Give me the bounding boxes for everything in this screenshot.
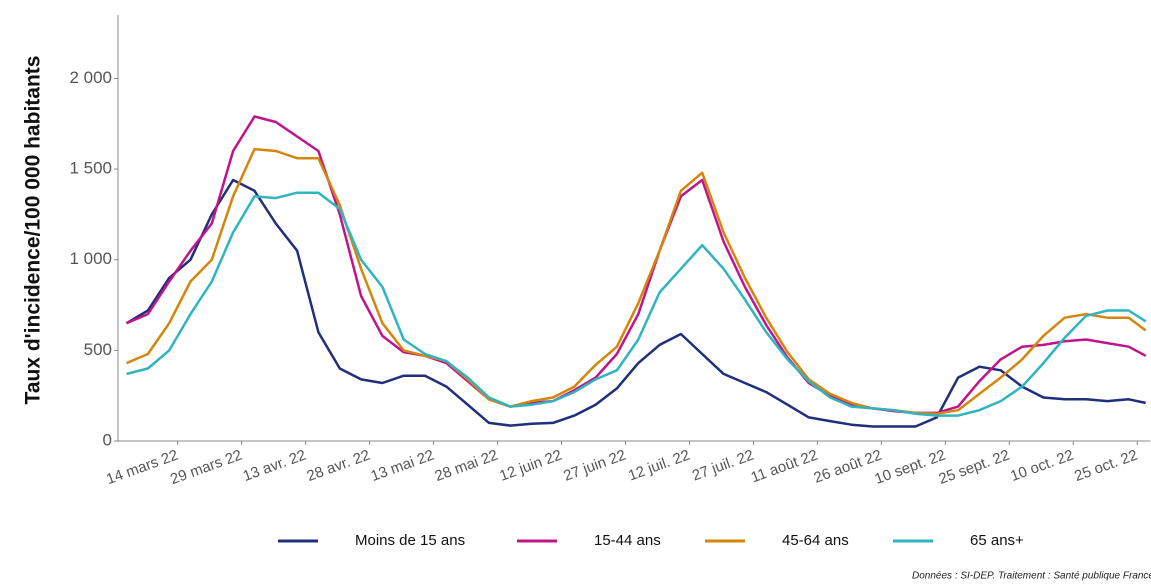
x-tick-label: 28 avr. 22: [305, 447, 373, 486]
legend-label: Moins de 15 ans: [355, 532, 465, 549]
y-tick-label: 2 000: [69, 68, 112, 87]
x-tick-label: 26 août 22: [812, 447, 884, 487]
legend-label: 15-44 ans: [594, 532, 661, 549]
y-axis-label: Taux d'incidence/100 000 habitants: [22, 56, 45, 405]
x-tick-label: 13 avr. 22: [241, 447, 309, 486]
x-tick-label: 25 oct. 22: [1072, 447, 1140, 486]
series-line: [126, 115, 1147, 415]
x-tick-label: 10 sept. 22: [872, 447, 948, 488]
x-tick-label: 28 mai 22: [433, 447, 501, 486]
legend-label: 45-64 ans: [782, 532, 849, 549]
x-tick-label: 13 mai 22: [369, 447, 437, 486]
series-line: [125, 178, 1146, 428]
x-tick-label: 12 juil. 22: [626, 447, 692, 485]
series-line: [126, 191, 1147, 417]
x-tick-label: 29 mars 22: [168, 447, 244, 489]
x-tick-label: 10 oct. 22: [1008, 447, 1076, 486]
x-tick-label: 27 juil. 22: [690, 447, 756, 485]
source-note: Données : SI-DEP. Traitement : Santé pub…: [912, 571, 1151, 582]
x-tick-label: 12 juin 22: [497, 447, 564, 485]
y-tick-label: 1 500: [69, 159, 112, 178]
x-tick-label: 27 juin 22: [561, 447, 628, 485]
series-line: [126, 147, 1147, 416]
x-tick-label: 14 mars 22: [104, 447, 180, 489]
y-tick-label: 1 000: [69, 249, 112, 268]
y-tick-label: 0: [103, 430, 112, 449]
legend-label: 65 ans+: [970, 532, 1024, 549]
x-tick-label: 25 sept. 22: [936, 447, 1012, 488]
y-tick-label: 500: [84, 340, 112, 359]
x-tick-label: 11 août 22: [749, 447, 820, 487]
